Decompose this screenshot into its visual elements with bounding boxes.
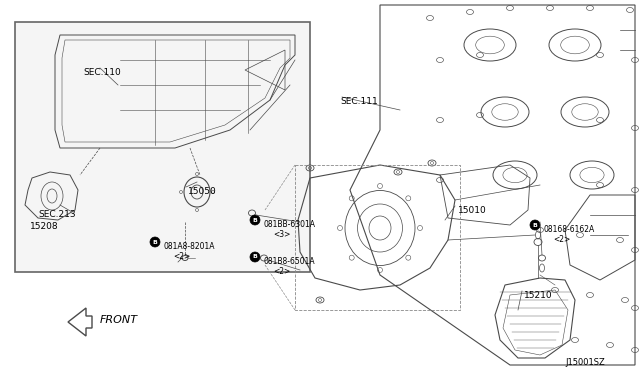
Text: SEC.110: SEC.110 xyxy=(83,68,121,77)
Text: B: B xyxy=(253,218,257,222)
Ellipse shape xyxy=(250,252,260,262)
Ellipse shape xyxy=(530,220,540,230)
Text: B: B xyxy=(532,222,538,228)
Text: <3>: <3> xyxy=(273,230,291,239)
Bar xyxy=(15,22,310,272)
Text: 081A8-8201A: 081A8-8201A xyxy=(164,242,216,251)
Text: 15050: 15050 xyxy=(188,187,217,196)
Text: FRONT: FRONT xyxy=(100,315,138,325)
Text: 081B8-6501A: 081B8-6501A xyxy=(264,257,316,266)
Text: 15210: 15210 xyxy=(524,291,552,300)
Text: <2>: <2> xyxy=(173,252,190,261)
Text: B: B xyxy=(253,254,257,260)
Text: <2>: <2> xyxy=(273,267,291,276)
Text: 15010: 15010 xyxy=(458,206,487,215)
Ellipse shape xyxy=(250,215,260,225)
Text: 081BB-6301A: 081BB-6301A xyxy=(264,220,316,229)
Text: SEC.213: SEC.213 xyxy=(38,210,76,219)
Ellipse shape xyxy=(150,237,160,247)
Text: J15001SZ: J15001SZ xyxy=(565,358,605,367)
Text: 15208: 15208 xyxy=(30,222,59,231)
Text: 08168-6162A: 08168-6162A xyxy=(544,225,595,234)
Text: SEC.111: SEC.111 xyxy=(340,97,378,106)
Text: <2>: <2> xyxy=(553,235,570,244)
Text: B: B xyxy=(152,240,157,244)
